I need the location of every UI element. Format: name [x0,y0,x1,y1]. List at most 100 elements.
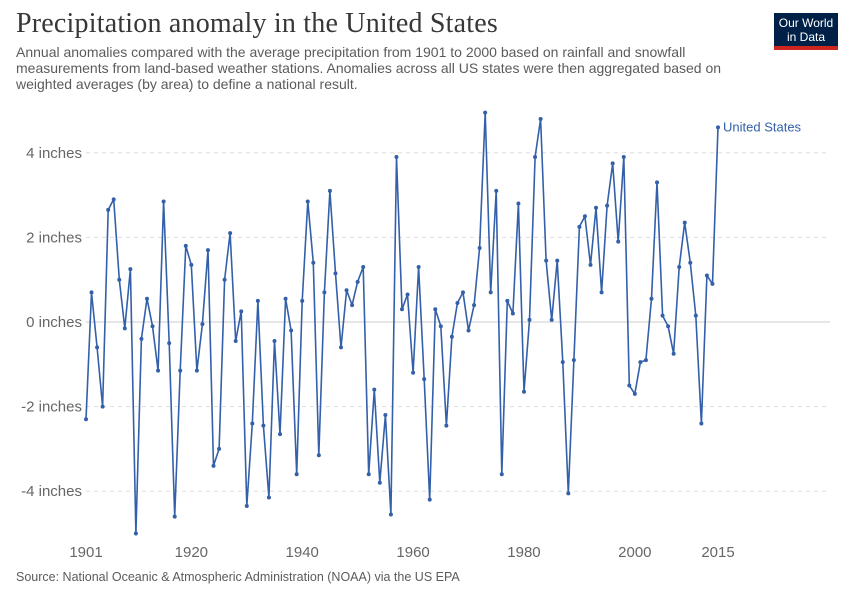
data-point[interactable] [588,262,593,267]
data-point[interactable] [627,383,632,388]
data-point[interactable] [117,277,122,282]
data-point[interactable] [128,267,133,272]
data-point[interactable] [84,417,88,422]
data-point[interactable] [555,258,560,263]
data-point[interactable] [699,421,704,426]
data-point[interactable] [144,296,149,301]
data-point[interactable] [472,303,477,308]
data-point[interactable] [521,389,526,394]
data-point[interactable] [427,497,432,502]
data-point[interactable] [538,116,543,121]
data-point[interactable] [266,495,271,500]
data-point[interactable] [632,391,637,396]
data-point[interactable] [682,220,687,225]
data-point[interactable] [261,423,266,428]
data-point[interactable] [533,155,538,160]
data-point[interactable] [194,368,199,373]
data-point[interactable] [250,421,255,426]
data-point[interactable] [605,203,610,208]
data-point[interactable] [594,205,599,210]
data-point[interactable] [200,322,205,327]
data-point[interactable] [172,514,177,519]
data-point[interactable] [122,326,127,331]
data-point[interactable] [289,328,294,333]
data-point[interactable] [239,309,244,314]
data-point[interactable] [372,387,377,392]
data-point[interactable] [156,368,161,373]
data-point[interactable] [217,446,222,451]
data-point[interactable] [305,199,310,204]
data-point[interactable] [294,472,299,477]
data-point[interactable] [244,504,249,509]
data-point[interactable] [255,298,260,303]
data-point[interactable] [189,262,194,267]
data-point[interactable] [649,296,654,301]
data-point[interactable] [688,260,693,265]
data-point[interactable] [344,288,349,293]
data-point[interactable] [400,307,404,312]
data-point[interactable] [599,290,604,295]
data-point[interactable] [394,155,399,160]
data-point[interactable] [549,317,554,322]
data-point[interactable] [233,339,238,344]
data-point[interactable] [272,339,277,344]
data-point[interactable] [111,197,116,202]
data-point[interactable] [444,423,449,428]
data-point[interactable] [483,110,488,115]
data-point[interactable] [383,413,388,418]
data-point[interactable] [106,207,111,212]
data-point[interactable] [339,345,344,350]
data-point[interactable] [161,199,166,204]
data-point[interactable] [366,472,371,477]
data-point[interactable] [228,231,233,236]
data-point[interactable] [205,248,210,253]
data-point[interactable] [638,360,643,365]
data-point[interactable] [494,188,499,193]
data-point[interactable] [704,273,709,278]
data-point[interactable] [95,345,100,350]
data-point[interactable] [211,463,216,468]
data-point[interactable] [100,404,105,409]
data-point[interactable] [455,300,460,305]
data-point[interactable] [499,472,504,477]
data-point[interactable] [460,290,465,295]
data-point[interactable] [283,296,288,301]
data-point[interactable] [666,324,671,329]
data-point[interactable] [300,298,305,303]
data-point[interactable] [616,239,621,244]
data-point[interactable] [322,290,327,295]
data-point[interactable] [571,358,576,363]
data-point[interactable] [466,328,471,333]
data-point[interactable] [560,360,565,365]
data-point[interactable] [405,292,410,297]
data-point[interactable] [610,161,615,166]
owid-logo[interactable]: Our World in Data [774,13,838,50]
data-point[interactable] [655,180,660,185]
data-point[interactable] [355,279,360,284]
data-point[interactable] [433,307,438,312]
data-point[interactable] [416,265,421,270]
data-point[interactable] [422,377,427,382]
data-point[interactable] [643,358,648,363]
data-point[interactable] [316,453,321,458]
data-point[interactable] [150,324,155,329]
data-point[interactable] [449,334,454,339]
data-point[interactable] [139,336,144,341]
data-point[interactable] [311,260,316,265]
data-point[interactable] [167,341,172,346]
data-point[interactable] [327,188,332,193]
data-point[interactable] [510,311,515,316]
data-point[interactable] [544,258,549,263]
data-point[interactable] [488,290,493,295]
data-point[interactable] [710,281,715,286]
data-point[interactable] [677,265,682,270]
data-point[interactable] [183,243,188,248]
data-point[interactable] [577,224,582,229]
data-point[interactable] [388,512,393,517]
data-point[interactable] [278,432,283,437]
data-point[interactable] [516,201,521,206]
data-point[interactable] [89,290,94,295]
data-point[interactable] [566,491,571,496]
data-point[interactable] [621,155,626,160]
data-point[interactable] [133,531,138,536]
